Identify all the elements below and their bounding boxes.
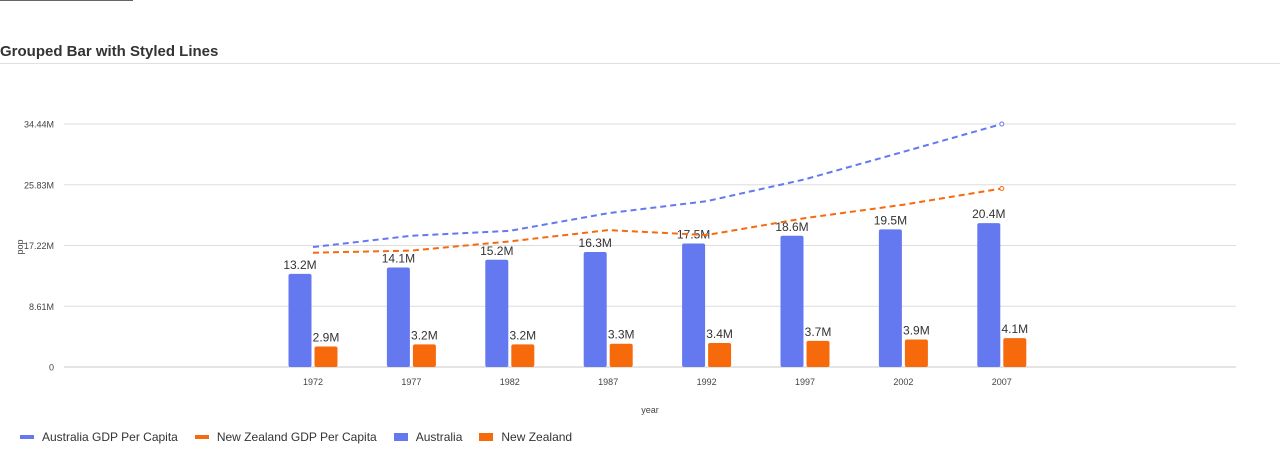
bar-australia — [977, 223, 1001, 367]
y-tick-label: 34.44M — [24, 120, 54, 130]
chart-title: Grouped Bar with Styled Lines — [0, 43, 219, 60]
bar-australia — [780, 235, 804, 367]
legend-item-new-zealand-gdp[interactable]: New Zealand GDP Per Capita — [194, 430, 377, 444]
bar-australia — [288, 273, 312, 367]
bar-data-label: 20.4M — [972, 207, 1005, 221]
bar-data-label: 3.2M — [509, 328, 536, 342]
line-end-marker — [999, 185, 1005, 191]
legend-label-new-zealand-gdp: New Zealand GDP Per Capita — [216, 430, 377, 444]
bar-data-label: 3.7M — [805, 325, 832, 339]
y-tick-label: 17.22M — [24, 241, 54, 251]
bar-data-label: 3.3M — [608, 328, 635, 342]
legend-item-australia-gdp[interactable]: Australia GDP Per Capita — [20, 430, 178, 444]
y-axis-title: pop — [15, 239, 25, 254]
chart-legend: Australia GDP Per Capita New Zealand GDP… — [20, 430, 589, 444]
bar-data-label: 2.9M — [313, 331, 340, 345]
bar-australia — [386, 267, 410, 367]
bar-new-zealand — [412, 344, 436, 367]
x-tick-label: 1997 — [795, 377, 815, 387]
x-tick-label: 1972 — [303, 377, 323, 387]
x-tick-label: 1977 — [401, 377, 421, 387]
top-tab-underline — [0, 0, 133, 1]
bar-data-label: 3.9M — [903, 323, 930, 337]
legend-swatch-australia — [393, 433, 408, 441]
bar-new-zealand — [314, 346, 338, 367]
y-tick-label: 8.61M — [29, 302, 54, 312]
bar-data-label: 16.3M — [579, 236, 612, 250]
x-axis-title: year — [641, 405, 659, 415]
bar-data-label: 13.2M — [283, 258, 316, 272]
legend-label-australia-gdp: Australia GDP Per Capita — [42, 430, 178, 444]
y-tick-label: 25.83M — [24, 180, 54, 190]
bar-data-label: 19.5M — [874, 213, 907, 227]
bar-new-zealand — [806, 340, 830, 367]
legend-label-australia: Australia — [415, 430, 463, 444]
legend-label-new-zealand: New Zealand — [501, 430, 573, 444]
x-tick-label: 1982 — [500, 377, 520, 387]
bar-data-label: 15.2M — [480, 244, 513, 258]
title-divider — [0, 63, 1280, 64]
bar-australia — [485, 259, 509, 367]
y-tick-label: 0 — [49, 363, 54, 373]
line-end-marker — [999, 121, 1005, 127]
bar-data-label: 3.4M — [706, 327, 733, 341]
bar-australia — [583, 251, 607, 367]
legend-swatch-new-zealand-gdp — [194, 435, 209, 439]
legend-item-australia[interactable]: Australia — [393, 430, 463, 444]
bar-data-label: 18.6M — [775, 220, 808, 234]
x-tick-label: 2002 — [893, 377, 913, 387]
bar-data-label: 4.1M — [1001, 322, 1028, 336]
legend-item-new-zealand[interactable]: New Zealand — [479, 430, 572, 444]
bar-new-zealand — [1003, 338, 1027, 367]
bar-new-zealand — [511, 344, 535, 367]
bar-data-label: 14.1M — [382, 252, 415, 266]
x-tick-label: 2007 — [992, 377, 1012, 387]
legend-swatch-australia-gdp — [20, 435, 34, 439]
x-tick-label: 1987 — [598, 377, 618, 387]
legend-swatch-new-zealand — [479, 433, 494, 441]
bar-new-zealand — [609, 343, 633, 367]
bar-new-zealand — [708, 343, 732, 367]
bar-australia — [878, 229, 902, 367]
line-australia-gdp — [312, 123, 1003, 249]
x-tick-label: 1992 — [697, 377, 717, 387]
line-new-zealand-gdp — [312, 187, 1002, 254]
bar-australia — [682, 243, 706, 367]
bar-data-label: 3.2M — [411, 328, 438, 342]
bar-new-zealand — [904, 339, 928, 367]
